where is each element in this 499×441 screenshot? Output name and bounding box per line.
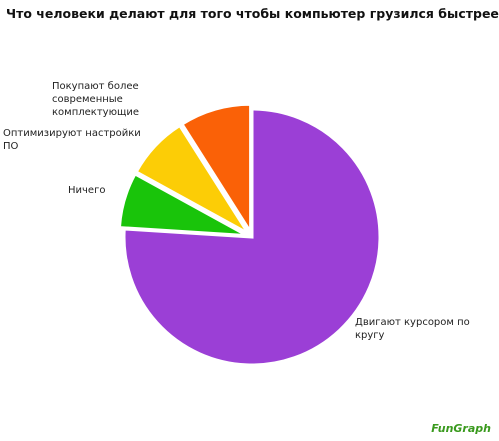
pie-slice <box>117 171 248 238</box>
chart-title: Что человеки делают для того чтобы компь… <box>6 6 499 21</box>
slice-label: Ничего <box>68 185 106 196</box>
pie-slice <box>179 102 253 238</box>
slice-label: Покупают более современные комплектующие <box>52 81 140 118</box>
slice-label: Двигают курсором по кругу <box>355 317 470 341</box>
watermark: FunGraph <box>431 422 491 435</box>
pie-slice <box>134 123 250 235</box>
pie-slice <box>122 107 382 367</box>
slice-label: Оптимизируют настройки ПО <box>3 128 141 152</box>
